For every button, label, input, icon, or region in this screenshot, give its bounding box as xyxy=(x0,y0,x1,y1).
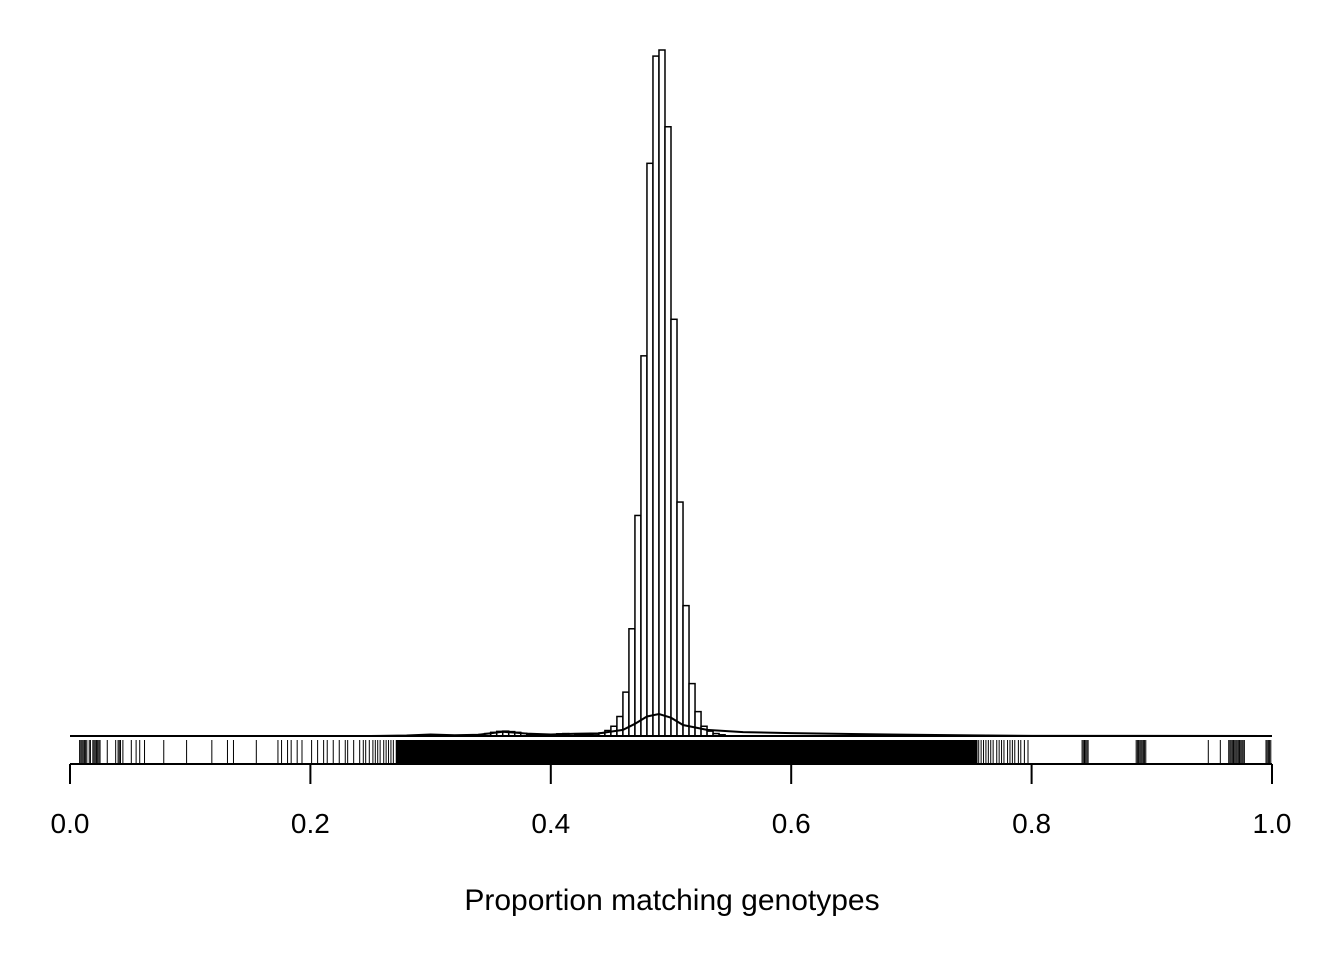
histogram-bar xyxy=(677,502,683,736)
x-tick-label: 0.0 xyxy=(51,808,90,839)
histogram-bar xyxy=(641,356,647,736)
histogram-bar xyxy=(635,515,641,736)
x-tick-labels: 0.0 0.2 0.4 0.6 0.8 1.0 xyxy=(51,808,1292,839)
x-tick-label: 0.2 xyxy=(291,808,330,839)
histogram-bars xyxy=(467,50,725,736)
x-tick-label: 1.0 xyxy=(1253,808,1292,839)
histogram-bar xyxy=(683,606,689,736)
histogram-bar xyxy=(701,726,707,736)
x-tick-label: 0.6 xyxy=(772,808,811,839)
x-tick-label: 0.8 xyxy=(1012,808,1051,839)
histogram-bar xyxy=(617,717,623,736)
histogram-bar xyxy=(647,163,653,736)
histogram-bar xyxy=(629,629,635,736)
rug-dense-band xyxy=(396,740,978,763)
x-axis xyxy=(70,764,1272,784)
histogram-bar xyxy=(671,319,677,736)
x-tick-label: 0.4 xyxy=(531,808,570,839)
histogram-bar xyxy=(665,127,671,736)
x-axis-label: Proportion matching genotypes xyxy=(464,884,879,917)
histogram-bar xyxy=(653,56,659,736)
histogram-bar xyxy=(695,712,701,736)
histogram-bar xyxy=(659,50,665,736)
